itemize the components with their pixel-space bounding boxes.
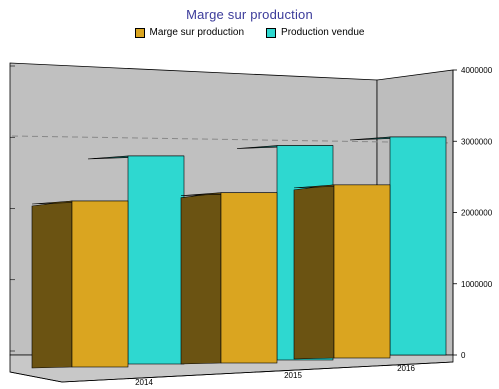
y-tick-label: 2000000 [461,209,493,218]
x-tick-label-2016: 2016 [397,364,415,373]
bar-production-vendue-2016 [389,136,447,356]
y-tick-label: 1000000 [461,280,493,289]
floor-left-edge [9,371,63,383]
bar-production-vendue-2014 [127,155,185,365]
legend-item-marge: Marge sur production [134,27,245,38]
legend: Marge sur production Production vendue [0,27,499,38]
y-tick-label: 3000000 [461,137,493,146]
floor-front-edge [61,361,454,383]
bar-side-marge-sur-production-2016 [293,184,335,360]
legend-swatch-marge [134,27,145,38]
reference-line [11,135,453,144]
legend-label-marge: Marge sur production [149,27,245,38]
legend-item-production: Production vendue [266,27,364,38]
bar-side-marge-sur-production-2015 [180,192,222,365]
x-tick-label-2014: 2014 [135,378,153,387]
bar-marge-sur-production-2016 [333,184,391,359]
legend-label-production: Production vendue [281,27,365,38]
bar-marge-sur-production-2014 [71,200,129,368]
chart-title: Marge sur production [186,7,313,22]
bar-marge-sur-production-2015 [220,192,278,364]
bar-side-marge-sur-production-2014 [31,200,73,369]
y-tick-label: 4000000 [461,66,493,75]
y-tick-label: 0 [461,351,466,360]
legend-swatch-production [266,27,277,38]
x-tick-label-2015: 2015 [284,371,302,380]
